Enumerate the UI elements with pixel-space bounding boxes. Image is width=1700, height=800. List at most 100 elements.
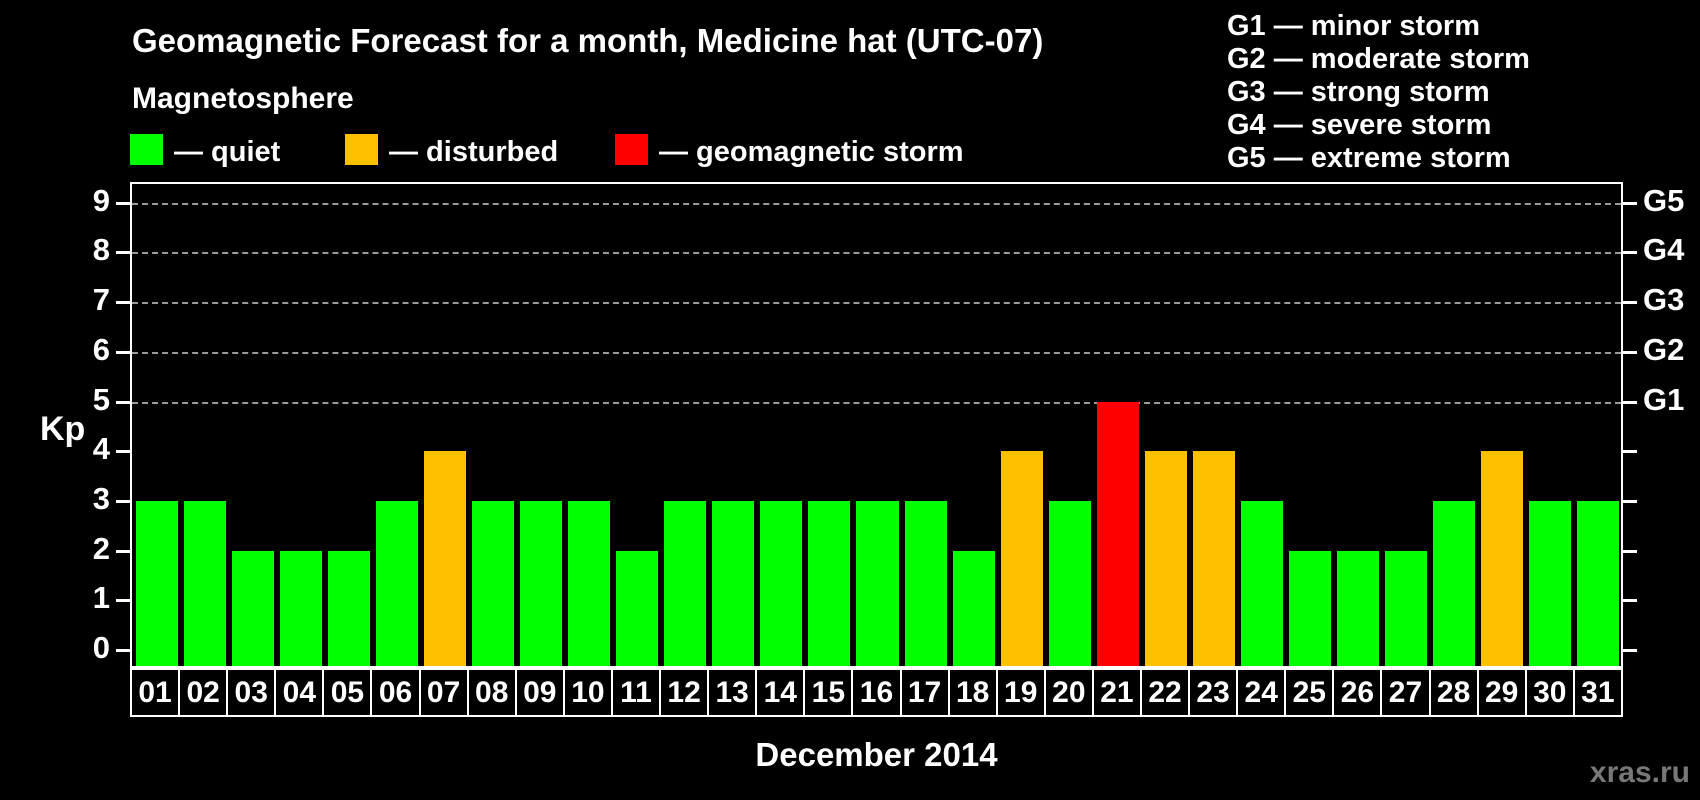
chart-plot-area — [130, 182, 1623, 668]
day-label-17: 17 — [899, 670, 948, 715]
day-label-29: 29 — [1476, 670, 1525, 715]
day-label-03: 03 — [226, 670, 274, 715]
day-label-07: 07 — [418, 670, 467, 715]
right-axis-label-g1: G1 — [1643, 381, 1685, 417]
left-tick-kp5 — [116, 400, 130, 404]
day-label-18: 18 — [947, 670, 996, 715]
legend-label-storm: — geomagnetic storm — [659, 136, 964, 168]
page-title: Geomagnetic Forecast for a month, Medici… — [132, 22, 1044, 59]
bar-day-11 — [616, 550, 659, 666]
g-legend-line-3: G3 — strong storm — [1227, 76, 1490, 108]
legend-swatch-quiet — [130, 134, 163, 165]
right-tick-kp3 — [1623, 499, 1637, 503]
right-tick-kp2 — [1623, 549, 1637, 553]
day-label-04: 04 — [274, 670, 322, 715]
right-axis-label-g5: G5 — [1643, 182, 1685, 218]
left-tick-kp3 — [116, 499, 130, 503]
gridline-g1 — [132, 401, 1621, 404]
day-label-15: 15 — [803, 670, 851, 715]
right-tick-kp0 — [1623, 649, 1637, 652]
day-label-26: 26 — [1332, 670, 1380, 715]
bar-day-29 — [1480, 451, 1523, 666]
bar-day-23 — [1192, 451, 1235, 666]
bar-day-22 — [1144, 451, 1187, 666]
legend-label-quiet: — quiet — [174, 136, 281, 168]
day-label-31: 31 — [1572, 670, 1621, 715]
bar-day-05 — [328, 550, 371, 666]
right-tick-kp8 — [1623, 251, 1637, 255]
watermark: xras.ru — [1589, 756, 1690, 789]
left-tick-label-kp4: 4 — [92, 431, 110, 467]
bar-day-20 — [1048, 500, 1091, 666]
right-axis-label-g3: G3 — [1643, 282, 1685, 318]
bar-day-24 — [1240, 500, 1283, 666]
x-axis-title: December 2014 — [755, 736, 998, 773]
day-label-22: 22 — [1139, 670, 1188, 715]
left-tick-kp2 — [116, 549, 130, 553]
y-axis-title: Kp — [40, 410, 86, 448]
legend-swatch-storm — [615, 134, 648, 165]
left-tick-kp7 — [116, 301, 130, 305]
day-label-08: 08 — [466, 670, 515, 715]
right-tick-kp6 — [1623, 350, 1637, 354]
bar-day-13 — [712, 500, 755, 666]
bar-day-15 — [808, 500, 851, 666]
bar-day-10 — [568, 500, 611, 666]
bar-day-19 — [1000, 451, 1043, 666]
bar-day-06 — [376, 500, 419, 666]
left-tick-label-kp3: 3 — [92, 480, 110, 516]
bar-day-14 — [760, 500, 803, 666]
day-label-13: 13 — [707, 670, 755, 715]
gridline-g4 — [132, 252, 1621, 255]
bar-day-08 — [472, 500, 515, 666]
bar-day-30 — [1528, 500, 1571, 666]
left-tick-kp6 — [116, 350, 130, 354]
bar-day-17 — [904, 500, 947, 666]
right-tick-kp5 — [1623, 400, 1637, 404]
right-axis-label-g4: G4 — [1643, 232, 1685, 268]
bar-day-04 — [280, 550, 323, 666]
g-scale-legend: G1 — minor storm G2 — moderate storm G3 — … — [1227, 10, 1530, 175]
day-label-11: 11 — [610, 670, 659, 715]
day-label-06: 06 — [370, 670, 418, 715]
day-label-01: 01 — [138, 675, 172, 709]
day-label-24: 24 — [1236, 670, 1284, 715]
bar-day-27 — [1384, 550, 1427, 666]
left-tick-label-kp8: 8 — [92, 232, 110, 268]
day-label-23: 23 — [1188, 670, 1236, 715]
day-label-21: 21 — [1091, 670, 1140, 715]
legend-label-disturbed: — disturbed — [389, 136, 559, 168]
bar-day-18 — [952, 550, 995, 666]
left-tick-label-kp6: 6 — [92, 331, 110, 367]
day-label-05: 05 — [322, 670, 370, 715]
legend-swatch-disturbed — [345, 134, 378, 165]
bar-day-16 — [856, 500, 899, 666]
magnetosphere-label: Magnetosphere — [132, 82, 354, 115]
day-label-27: 27 — [1380, 670, 1428, 715]
right-tick-kp7 — [1623, 301, 1637, 305]
left-tick-kp1 — [116, 599, 130, 603]
bar-day-07 — [424, 451, 467, 666]
bar-day-12 — [664, 500, 707, 666]
left-tick-label-kp1: 1 — [92, 580, 110, 616]
g-legend-line-2: G2 — moderate storm — [1227, 43, 1530, 75]
left-tick-kp4 — [116, 450, 130, 454]
bar-day-01 — [136, 500, 179, 666]
bar-day-03 — [232, 550, 275, 666]
right-tick-kp4 — [1623, 450, 1637, 454]
day-label-16: 16 — [851, 670, 899, 715]
bar-day-02 — [184, 500, 227, 666]
right-axis-label-g2: G2 — [1643, 331, 1685, 367]
right-tick-kp1 — [1623, 599, 1637, 603]
day-label-02: 02 — [178, 670, 226, 715]
day-label-12: 12 — [659, 670, 707, 715]
bar-day-28 — [1432, 500, 1475, 666]
day-label-09: 09 — [514, 670, 563, 715]
day-label-25: 25 — [1284, 670, 1332, 715]
left-tick-label-kp9: 9 — [92, 182, 110, 218]
day-label-10: 10 — [562, 670, 611, 715]
day-label-19: 19 — [995, 670, 1044, 715]
x-axis-day-labels: 01 02 03 04 05 06 07 08 09 10 11 12 13 14 15 16 17 18 19 20… — [130, 668, 1623, 717]
gridline-g5 — [132, 202, 1621, 205]
